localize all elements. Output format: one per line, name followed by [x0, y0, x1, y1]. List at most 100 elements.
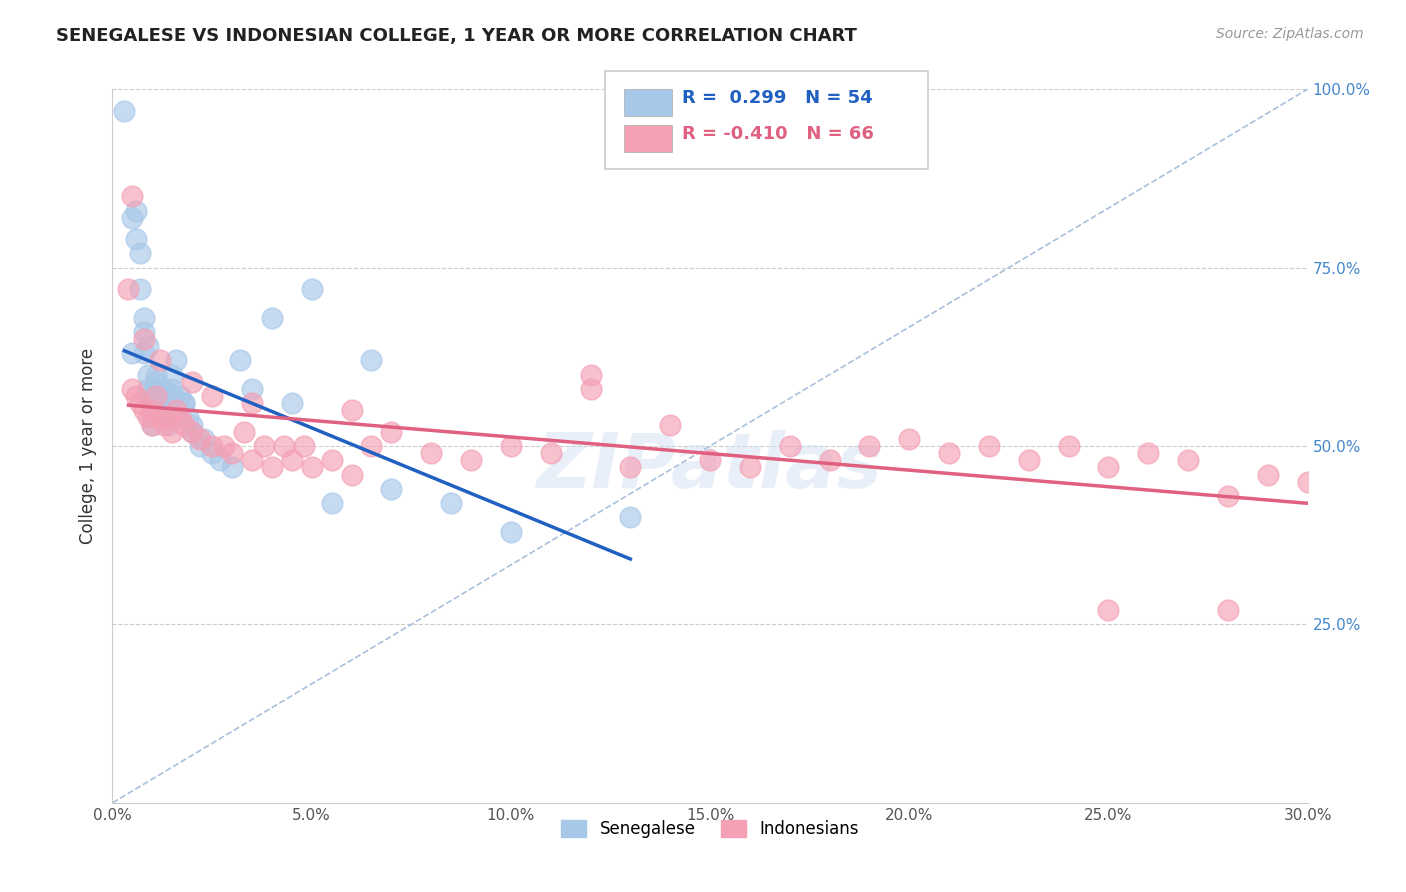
Legend: Senegalese, Indonesians: Senegalese, Indonesians: [555, 813, 865, 845]
Point: [125, 389, 148, 403]
Point: [169, 389, 191, 403]
Y-axis label: College, 1 year or more: College, 1 year or more: [79, 348, 97, 544]
Point: [141, 403, 163, 417]
Point: [157, 410, 180, 425]
Point: [181, 417, 204, 432]
Point: [301, 460, 323, 475]
Point: [145, 382, 167, 396]
Point: [977, 439, 1000, 453]
Point: [145, 389, 167, 403]
Point: [138, 382, 160, 396]
Point: [177, 410, 200, 425]
Point: [1216, 603, 1239, 617]
Point: [165, 403, 187, 417]
Point: [181, 375, 204, 389]
Point: [579, 368, 602, 382]
Point: [1097, 460, 1119, 475]
Point: [114, 103, 135, 118]
Point: [153, 417, 176, 432]
Point: [212, 439, 235, 453]
Point: [260, 460, 283, 475]
Point: [201, 389, 224, 403]
Point: [125, 232, 148, 246]
Point: [1216, 489, 1239, 503]
Point: [173, 396, 195, 410]
Point: [121, 382, 143, 396]
Text: Source: ZipAtlas.com: Source: ZipAtlas.com: [1216, 27, 1364, 41]
Point: [121, 189, 143, 203]
Point: [340, 403, 363, 417]
Point: [898, 432, 921, 446]
Point: [149, 389, 172, 403]
Point: [938, 446, 960, 460]
Point: [138, 339, 160, 353]
Point: [321, 453, 343, 467]
Point: [253, 439, 276, 453]
Point: [145, 368, 167, 382]
Point: [138, 410, 160, 425]
Point: [579, 382, 602, 396]
Point: [173, 417, 195, 432]
Point: [162, 382, 183, 396]
Point: [141, 403, 163, 417]
Point: [141, 417, 163, 432]
Point: [619, 510, 641, 524]
Point: [134, 403, 156, 417]
Point: [221, 446, 243, 460]
Point: [153, 410, 176, 425]
Point: [738, 460, 761, 475]
Point: [233, 425, 256, 439]
Point: [125, 203, 148, 218]
Point: [193, 432, 215, 446]
Point: [153, 382, 176, 396]
Point: [181, 425, 204, 439]
Point: [281, 396, 304, 410]
Point: [1177, 453, 1199, 467]
Point: [149, 396, 172, 410]
Point: [138, 368, 160, 382]
Point: [499, 439, 522, 453]
Point: [134, 310, 156, 325]
Point: [162, 389, 183, 403]
Point: [321, 496, 343, 510]
Point: [818, 453, 841, 467]
Point: [1057, 439, 1080, 453]
Point: [273, 439, 295, 453]
Point: [141, 410, 163, 425]
Point: [145, 375, 167, 389]
Point: [499, 524, 522, 539]
Point: [141, 417, 163, 432]
Point: [162, 368, 183, 382]
Point: [149, 353, 172, 368]
Point: [138, 389, 160, 403]
Point: [149, 410, 172, 425]
Point: [181, 425, 204, 439]
Point: [281, 453, 304, 467]
Text: ZIPatlas: ZIPatlas: [537, 431, 883, 504]
Point: [117, 282, 139, 296]
Point: [201, 439, 224, 453]
Point: [134, 346, 156, 360]
Point: [229, 353, 252, 368]
Point: [260, 310, 283, 325]
Point: [619, 460, 641, 475]
Point: [201, 446, 224, 460]
Point: [121, 346, 143, 360]
Point: [153, 403, 176, 417]
Point: [1097, 603, 1119, 617]
Point: [380, 425, 402, 439]
Text: R = -0.410   N = 66: R = -0.410 N = 66: [682, 125, 873, 143]
Point: [460, 453, 482, 467]
Point: [169, 410, 191, 425]
Point: [129, 246, 152, 260]
Point: [420, 446, 443, 460]
Text: R =  0.299   N = 54: R = 0.299 N = 54: [682, 89, 873, 107]
Point: [1257, 467, 1279, 482]
Point: [129, 282, 152, 296]
Point: [134, 332, 156, 346]
Point: [440, 496, 463, 510]
Point: [240, 453, 263, 467]
Point: [340, 467, 363, 482]
Point: [173, 396, 195, 410]
Point: [380, 482, 402, 496]
